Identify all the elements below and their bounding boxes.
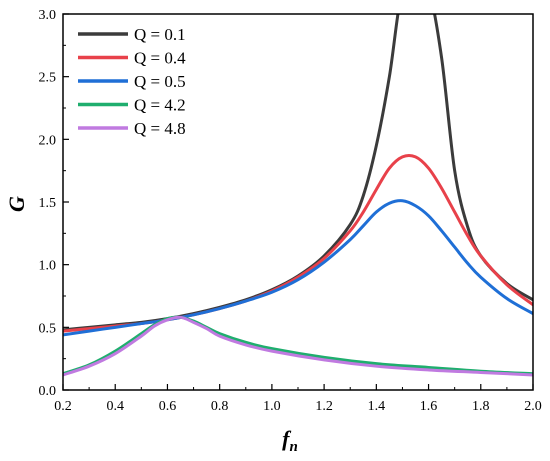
x-tick-label: 1.8	[472, 399, 490, 414]
legend-label: Q = 0.1	[134, 25, 186, 44]
x-tick-label: 1.2	[315, 399, 333, 414]
x-tick-label: 1.0	[263, 399, 281, 414]
y-tick-label: 0.5	[39, 321, 57, 336]
y-tick-label: 3.0	[39, 8, 57, 23]
x-axis-title: fn	[282, 426, 298, 455]
legend-label: Q = 0.5	[134, 72, 186, 91]
y-axis-ticks: 0.0 0.5 1.0 1.5 2.0 2.5 3.0	[39, 8, 69, 399]
legend-label: Q = 4.2	[134, 96, 186, 115]
y-tick-label: 0.0	[39, 384, 57, 399]
series-line-5	[63, 315, 533, 377]
y-tick-label: 1.5	[39, 196, 57, 211]
x-tick-label: 0.6	[159, 399, 177, 414]
series-line-3	[63, 199, 533, 337]
x-tick-label: 0.2	[54, 399, 72, 414]
y-tick-label: 1.0	[39, 259, 57, 274]
plot-frame	[62, 13, 534, 391]
x-tick-label: 1.4	[368, 399, 386, 414]
series-line-2	[63, 153, 533, 333]
x-axis-ticks: 0.2 0.4 0.6 0.8 1.0 1.2 1.4 1.6 1.8 2.0	[54, 384, 542, 414]
y-axis-title: G	[4, 196, 29, 212]
legend: Q = 0.1 Q = 0.4 Q = 0.5 Q = 4.2 Q = 4.8	[78, 25, 186, 138]
x-tick-label: 2.0	[524, 399, 542, 414]
x-tick-label: 0.8	[211, 399, 229, 414]
legend-label: Q = 0.4	[134, 49, 186, 68]
series-layer	[63, 14, 533, 377]
x-tick-label: 1.6	[420, 399, 438, 414]
x-axis-title-subscript: n	[289, 439, 297, 455]
x-tick-label: 0.4	[106, 399, 124, 414]
y-tick-label: 2.5	[39, 71, 57, 86]
y-tick-label: 2.0	[39, 133, 57, 148]
x-axis-title-main: f	[282, 426, 292, 451]
legend-label: Q = 4.8	[134, 119, 186, 138]
